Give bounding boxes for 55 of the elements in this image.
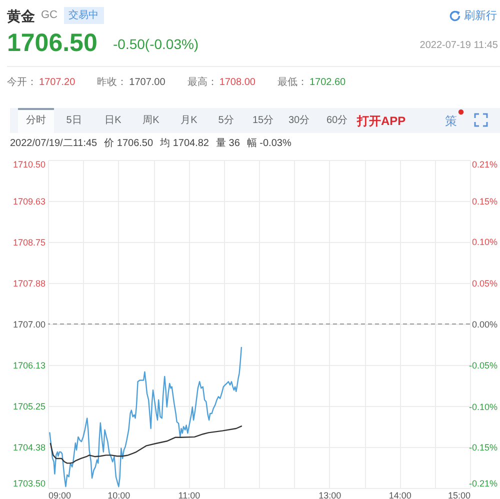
text: 1708.00: [219, 77, 256, 88]
x-tick-label: 15:00: [448, 490, 470, 499]
text: 最低：: [277, 77, 308, 88]
y2-tick-label: 0.05%: [472, 278, 498, 289]
text: 幅 -0.03%: [246, 138, 292, 149]
text: GC: [41, 9, 58, 21]
y-tick-label: 1708.75: [12, 238, 46, 248]
text: 1707.20: [39, 77, 76, 88]
text: 1702.60: [309, 77, 346, 88]
y-tick-label: 1703.50: [12, 478, 46, 488]
x-tick-label: 09:00: [48, 490, 72, 499]
status-tag: 交易中: [64, 7, 104, 24]
text: 昨收：: [97, 77, 128, 88]
x-tick-label: 13:00: [318, 490, 342, 499]
text: 5分: [218, 115, 234, 126]
text: 30分: [288, 115, 310, 126]
y2-tick-label: -0.05%: [468, 360, 498, 370]
y-tick-label: 1710.50: [12, 160, 46, 170]
y2-tick-label: -0.21%: [468, 478, 498, 488]
y-tick-label: 1705.25: [12, 402, 46, 412]
y2-tick-label: -0.15%: [468, 442, 498, 453]
text: 日K: [104, 115, 122, 126]
text: 1707.00: [129, 77, 166, 88]
text: 2022/07/19/二11:45: [10, 138, 98, 149]
text: 5日: [66, 115, 82, 126]
y-tick-label: 1707.00: [12, 320, 46, 330]
text: 1706.50: [7, 28, 98, 56]
y2-tick-label: 0.00%: [472, 320, 498, 330]
text: 量 36: [216, 138, 240, 149]
x-tick-label: 14:00: [388, 490, 412, 499]
y-tick-label: 1707.88: [12, 278, 46, 288]
x-tick-label: 11:00: [178, 490, 200, 499]
text: 最高：: [187, 77, 218, 88]
y-tick-label: 1706.13: [12, 360, 46, 370]
text: 价 1706.50: [104, 138, 154, 149]
text: 今开：: [7, 77, 37, 88]
x-tick-label: 10:00: [108, 490, 130, 499]
chart-title: 黄金: [7, 8, 35, 24]
text: 分时: [26, 115, 46, 126]
text: 周K: [142, 115, 160, 126]
y2-tick-label: 0.15%: [472, 196, 498, 206]
text: 打开APP: [357, 114, 406, 128]
text: 60分: [326, 115, 348, 126]
y2-tick-label: 0.10%: [472, 237, 498, 248]
text: 均 1704.82: [160, 138, 209, 149]
text: 月K: [180, 115, 198, 126]
y2-tick-label: -0.10%: [468, 402, 498, 412]
text: -0.50(-0.03%): [113, 36, 199, 52]
text: 刷新行: [464, 10, 497, 22]
y-tick-label: 1704.38: [12, 442, 46, 452]
text: 15分: [252, 115, 274, 126]
y2-tick-label: 0.21%: [472, 160, 498, 170]
text: 2022-07-19 11:45: [420, 40, 498, 51]
text: 策: [445, 114, 457, 128]
y-tick-label: 1709.63: [12, 196, 46, 206]
